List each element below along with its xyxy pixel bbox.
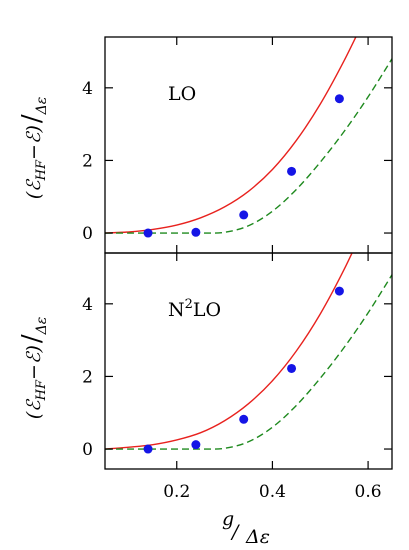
bottom-panel: 0 2 4 0.2 0.4 0.6 [82,252,393,502]
x-tick-label: 0.2 [163,482,190,502]
data-point [143,444,153,454]
data-point [239,210,249,220]
y-tick-label: 4 [82,79,93,99]
annotation-n: N [168,299,185,321]
y-tick-label: 2 [82,151,93,171]
x-tick-label: 0.4 [259,482,286,502]
data-point [287,166,297,176]
x-axis-label-de: Δε [245,526,270,548]
x-axis-label-slash: / [230,521,240,543]
data-point [334,94,344,104]
top-panel: 0 2 4 [82,36,393,254]
y-tick-label: 0 [82,224,93,244]
solid-series-line [105,37,357,234]
bottom-y-axis-label: (ℰHF−ℰ)/Δε [17,317,50,420]
data-point [143,228,153,238]
data-point [191,440,201,450]
annotation-superscript: 2 [185,297,193,312]
top-y-axis-label-text: (ℰHF−ℰ)/Δε [17,97,50,200]
x-axis-label: g / Δε [222,508,270,548]
dashed-series-line [105,274,392,450]
top-panel-annotation: LO [168,83,196,105]
bottom-y-axis-label-text: (ℰHF−ℰ)/Δε [17,317,50,420]
data-point [191,227,201,237]
annotation-lo: LO [193,299,221,321]
x-axis-label-g: g [222,508,234,530]
dashed-series-line [105,58,392,234]
plot-frame [104,36,393,254]
data-point [334,286,344,296]
plot-frame [104,252,393,470]
y-tick-label: 2 [82,367,93,387]
y-tick-label: 4 [82,295,93,315]
bottom-panel-annotation: N2LO [168,297,221,321]
solid-series-line [105,253,353,450]
plot-area [105,253,392,454]
plot-area [105,37,392,238]
data-point [239,414,249,424]
x-tick-label: 0.6 [355,482,382,502]
top-y-axis-label: (ℰHF−ℰ)/Δε [17,97,50,200]
data-point [287,363,297,373]
y-tick-label: 0 [82,440,93,460]
